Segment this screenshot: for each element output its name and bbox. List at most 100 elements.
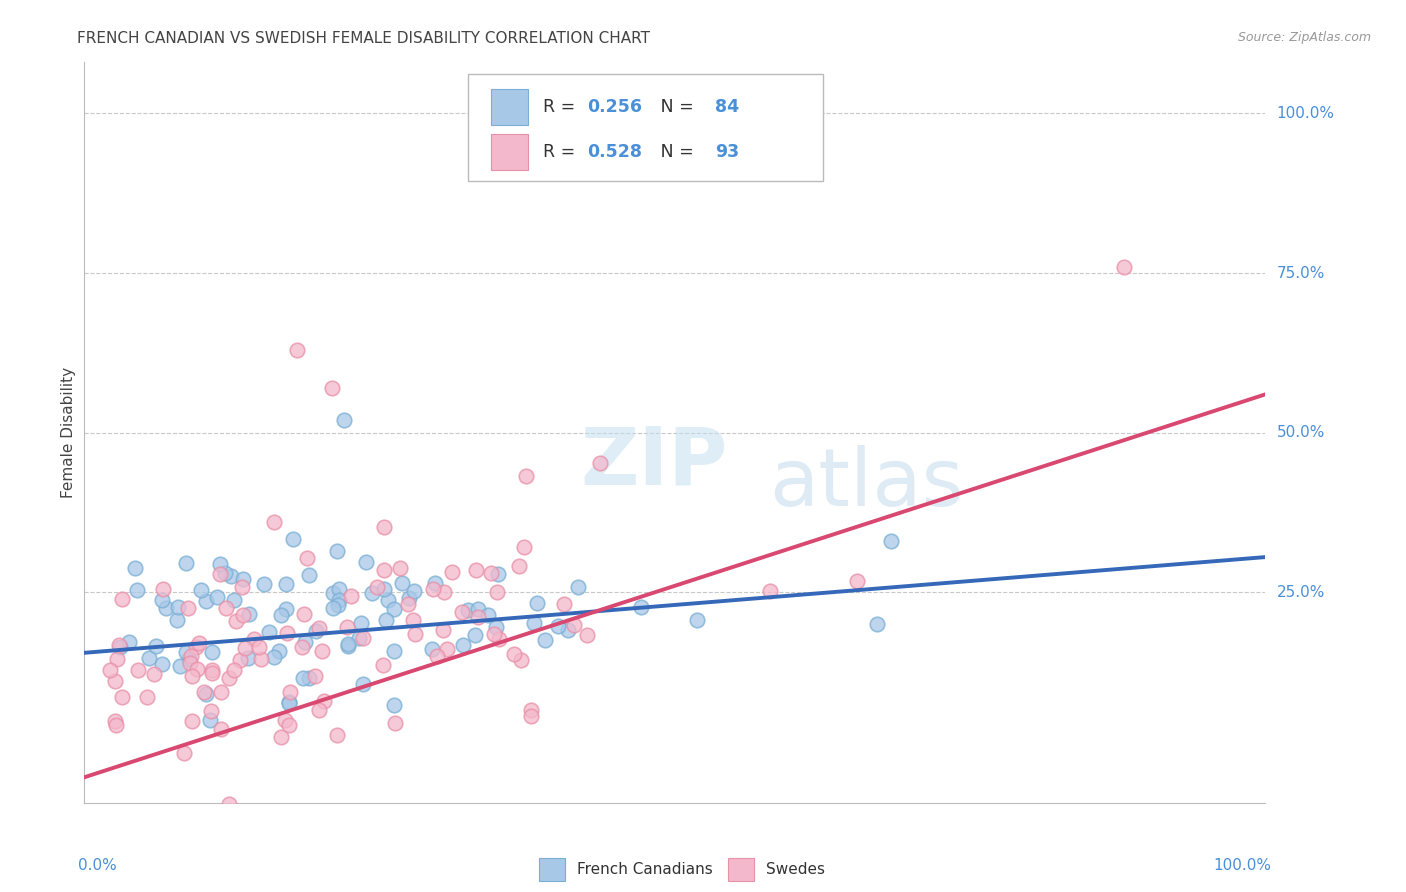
Point (257, 624, 280, 639)
Point (450, 605, 472, 619)
Point (396, 598, 419, 612)
Point (222, 593, 245, 607)
Text: French Canadians: French Canadians (576, 862, 713, 877)
Point (195, 687, 218, 701)
FancyBboxPatch shape (728, 858, 754, 880)
Point (311, 644, 333, 658)
Point (352, 632, 374, 646)
Point (486, 566, 509, 581)
Point (177, 651, 200, 665)
Point (295, 550, 318, 565)
Point (432, 623, 454, 637)
Point (263, 650, 285, 665)
Point (366, 580, 388, 594)
FancyBboxPatch shape (491, 89, 529, 125)
Point (269, 644, 291, 658)
Point (312, 694, 335, 708)
Point (253, 577, 276, 591)
Point (278, 718, 301, 732)
Point (457, 603, 479, 617)
Point (232, 572, 254, 586)
Point (373, 520, 395, 534)
Text: R =: R = (543, 98, 581, 116)
Point (292, 671, 315, 685)
Point (167, 599, 190, 614)
Point (292, 607, 315, 621)
Point (479, 566, 502, 581)
Point (422, 642, 444, 657)
Point (215, 601, 238, 615)
Point (242, 632, 264, 647)
Point (519, 703, 541, 717)
Point (201, 663, 224, 677)
Point (214, 566, 236, 580)
Point (304, 624, 326, 638)
Point (263, 516, 285, 530)
Point (127, 583, 149, 598)
Point (195, 594, 218, 608)
Point (218, 797, 240, 811)
Point (451, 638, 474, 652)
Point (173, 746, 195, 760)
Text: 93: 93 (716, 144, 740, 161)
Text: 0.256: 0.256 (588, 98, 643, 116)
Point (373, 563, 395, 577)
Point (352, 677, 374, 691)
Point (187, 635, 209, 649)
Point (108, 640, 131, 654)
Point (278, 685, 301, 699)
Point (232, 607, 254, 622)
Point (382, 644, 405, 658)
Point (304, 669, 326, 683)
Point (576, 628, 599, 642)
Point (200, 704, 222, 718)
Point (138, 650, 160, 665)
Text: 84: 84 (716, 98, 740, 116)
Point (209, 722, 232, 736)
Point (193, 685, 215, 699)
Text: ZIP: ZIP (581, 423, 728, 501)
Point (177, 600, 200, 615)
Text: FRENCH CANADIAN VS SWEDISH FEMALE DISABILITY CORRELATION CHART: FRENCH CANADIAN VS SWEDISH FEMALE DISABI… (77, 31, 651, 46)
Point (467, 602, 489, 616)
Point (339, 589, 361, 603)
Point (758, 583, 780, 598)
Point (150, 657, 173, 672)
Point (145, 639, 167, 653)
Point (880, 533, 903, 548)
Point (328, 593, 350, 607)
Point (464, 563, 486, 577)
Text: 0.0%: 0.0% (79, 858, 117, 873)
Point (354, 556, 377, 570)
Point (274, 602, 297, 616)
Point (322, 600, 344, 615)
Point (278, 695, 301, 709)
Point (111, 690, 134, 705)
Point (166, 613, 188, 627)
Point (377, 593, 399, 607)
FancyBboxPatch shape (468, 73, 823, 181)
Point (336, 620, 359, 634)
Point (201, 666, 224, 681)
Point (184, 640, 207, 655)
Point (169, 658, 191, 673)
Point (553, 597, 575, 611)
Point (218, 672, 240, 686)
Point (105, 651, 128, 665)
Point (285, 343, 308, 357)
Text: 50.0%: 50.0% (1277, 425, 1324, 440)
Point (436, 642, 458, 657)
Point (291, 640, 314, 654)
Point (402, 614, 425, 628)
Point (508, 559, 530, 574)
Point (104, 718, 127, 732)
Point (298, 567, 321, 582)
Point (238, 607, 260, 622)
Point (181, 669, 204, 683)
Point (371, 658, 394, 673)
Point (503, 647, 526, 661)
Point (382, 602, 405, 616)
Point (1112, 260, 1135, 274)
Point (136, 690, 159, 705)
Point (484, 620, 506, 634)
